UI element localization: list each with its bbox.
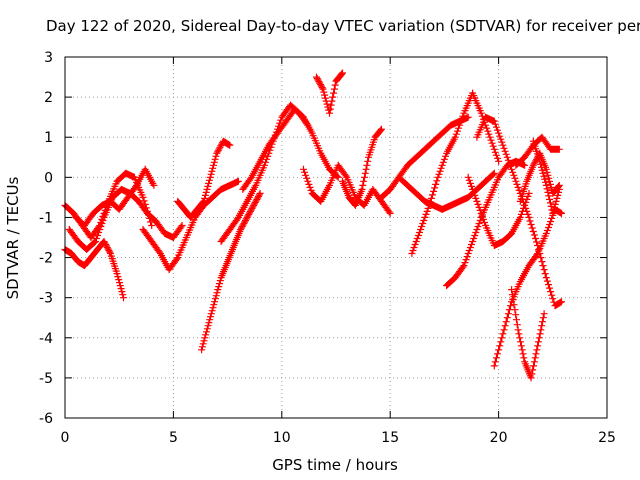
series-sat-w: [529, 137, 563, 217]
point-markers: [313, 69, 346, 117]
point-markers: [300, 161, 394, 217]
series-sat-t: [508, 286, 548, 382]
series-sat-f: [198, 189, 264, 354]
y-tick-label: 1: [44, 130, 53, 146]
point-markers: [508, 286, 548, 382]
series-sat-r: [473, 113, 565, 310]
y-tick-label: -4: [39, 331, 53, 347]
y-tick-label: -5: [39, 371, 53, 387]
series-sat-l: [339, 125, 385, 209]
point-markers: [529, 137, 563, 217]
y-tick-label: -2: [39, 251, 53, 267]
series-sat-k: [313, 69, 346, 117]
point-markers: [339, 125, 385, 209]
x-tick-label: 0: [61, 430, 70, 446]
x-axis-label: GPS time / hours: [272, 456, 398, 474]
x-tick-label: 10: [273, 430, 291, 446]
series-sat-g: [174, 137, 234, 221]
series-sat-m: [378, 113, 472, 201]
point-markers: [139, 177, 242, 274]
x-tick-label: 5: [169, 430, 178, 446]
point-markers: [174, 137, 234, 221]
y-tick-label: -1: [39, 210, 53, 226]
point-markers: [72, 165, 158, 229]
y-tick-label: 2: [44, 90, 53, 106]
point-markers: [443, 157, 529, 290]
point-markers: [239, 105, 342, 193]
point-markers: [378, 113, 472, 201]
x-tick-label: 15: [381, 430, 399, 446]
plot-frame: [64, 56, 608, 419]
x-tick-label: 20: [490, 430, 508, 446]
point-markers: [473, 113, 565, 310]
y-tick-label: -6: [39, 411, 53, 427]
series-sat-j: [300, 161, 394, 217]
series-sat-o: [408, 89, 503, 257]
y-tick-label: 3: [44, 50, 53, 66]
point-markers: [464, 173, 533, 249]
y-tick-label: 0: [44, 170, 53, 186]
point-markers: [408, 89, 503, 257]
series-sat-d: [72, 165, 158, 229]
chart-title: Day 122 of 2020, Sidereal Day-to-day VTE…: [46, 17, 640, 35]
series-sat-p: [443, 157, 529, 290]
series-sat-e: [139, 177, 242, 274]
series-sat-i: [239, 105, 342, 193]
y-axis-label: SDTVAR / TECUs: [4, 176, 22, 299]
series-sat-q: [464, 173, 533, 249]
data-points: [61, 69, 565, 382]
point-markers: [198, 189, 264, 354]
x-tick-label: 25: [598, 430, 616, 446]
y-tick-label: -3: [39, 291, 53, 307]
